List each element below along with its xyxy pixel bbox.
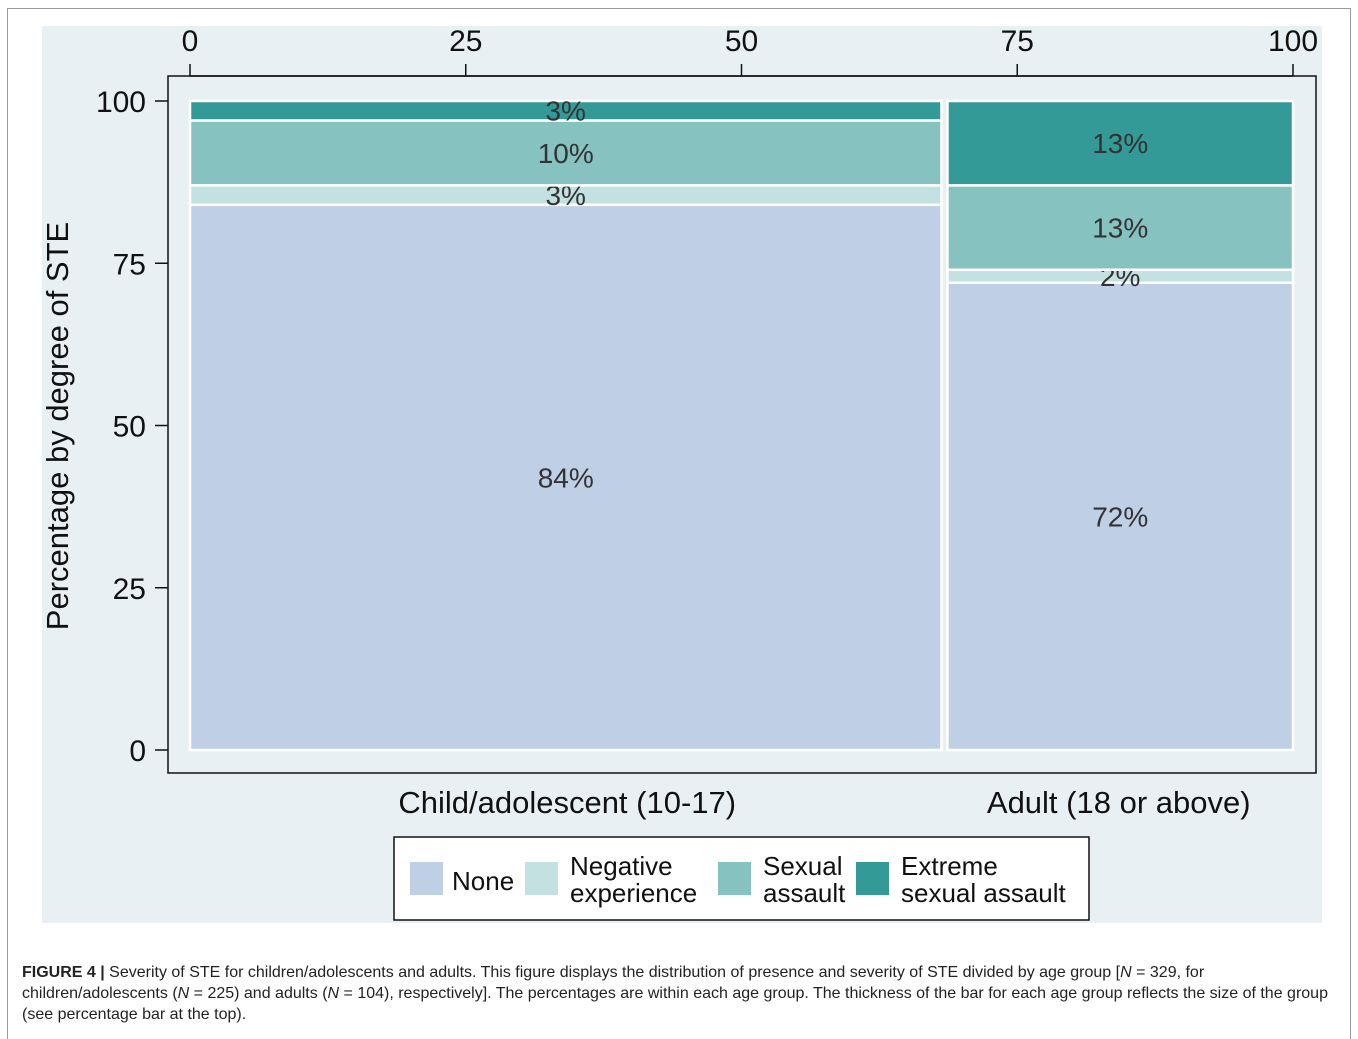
- y-axis-tick-label: 0: [129, 735, 146, 768]
- legend-label-2-line-1: assault: [763, 878, 846, 908]
- caption-n-2: N: [177, 985, 190, 1002]
- y-axis-tick-label: 75: [113, 248, 146, 281]
- group-label-adult: Adult (18 or above): [987, 785, 1251, 820]
- data-label-child-0: 84%: [538, 462, 594, 493]
- legend-label-2-line-0: Sexual: [763, 851, 843, 881]
- top-axis-tick-label: 100: [1268, 25, 1318, 58]
- caption-text-2: = 329, for children/adolescents (: [22, 964, 1205, 1002]
- figure-frame: [7, 8, 1351, 1039]
- bar-segment-adult-0: [946, 281, 1295, 752]
- y-axis-tick-label: 100: [96, 86, 146, 119]
- caption-n-3: N: [327, 985, 340, 1002]
- caption-n-1: N: [1120, 964, 1132, 981]
- caption-text-1: Severity of STE for children/adolescents…: [104, 964, 1121, 981]
- legend-swatch-1: [525, 862, 558, 895]
- group-label-child: Child/adolescent (10-17): [398, 785, 736, 820]
- legend-label-1-line-1: experience: [570, 878, 697, 908]
- data-label-child-3: 3%: [545, 96, 585, 127]
- legend-swatch-2: [718, 862, 751, 895]
- data-label-adult-2: 13%: [1092, 213, 1148, 244]
- caption-text-3: = 225) and adults (: [189, 985, 328, 1002]
- figure-label: FIGURE 4 |: [22, 964, 105, 981]
- top-axis-tick-label: 25: [449, 25, 482, 58]
- legend-label-3-line-1: sexual assault: [901, 878, 1067, 908]
- legend-swatch-0: [410, 862, 443, 895]
- legend-label-3-line-0: Extreme: [901, 851, 998, 881]
- bar-segment-child-0: [188, 203, 943, 752]
- data-label-child-2: 10%: [538, 138, 594, 169]
- top-axis-tick-label: 50: [725, 25, 758, 58]
- y-axis-tick-label: 25: [113, 573, 146, 606]
- caption-text-4: = 104), respectively]. The percentages a…: [22, 985, 1328, 1023]
- y-axis-tick-label: 50: [113, 411, 146, 444]
- legend-label-1-line-0: Negative: [570, 851, 673, 881]
- data-label-adult-3: 13%: [1092, 128, 1148, 159]
- top-axis-tick-label: 75: [1001, 25, 1034, 58]
- legend-label-0: None: [452, 866, 514, 896]
- bar-segment-child-2: [188, 119, 943, 187]
- bar-segment-child-3: [188, 99, 943, 122]
- y-axis-label: Percentage by degree of STE: [40, 222, 75, 630]
- figure-caption: FIGURE 4 | Severity of STE for children/…: [22, 962, 1340, 1025]
- data-label-adult-0: 72%: [1092, 501, 1148, 532]
- bar-segment-adult-2: [946, 184, 1295, 271]
- legend-swatch-3: [856, 862, 889, 895]
- bar-segment-adult-3: [946, 99, 1295, 187]
- mosaic-chart: 84%3%10%3%72%2%13%13% 0 25 50 75 100 0255075…: [40, 25, 1318, 921]
- top-axis-tick-label: 0: [182, 25, 199, 58]
